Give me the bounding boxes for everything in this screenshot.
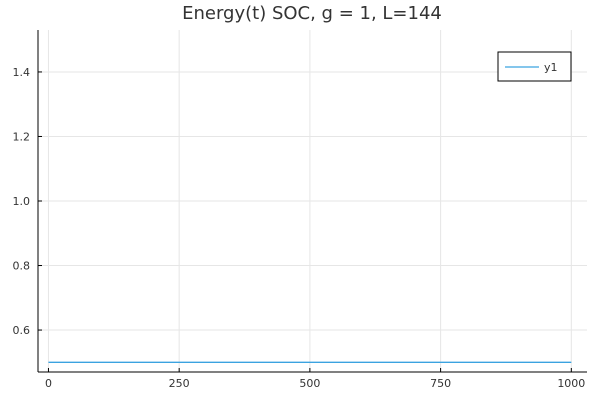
x-tick-label-4: 1000 [557, 377, 585, 390]
tick-labels: 0 250 500 750 1000 0.6 0.8 1.0 1.2 1.4 [13, 66, 586, 390]
y-tick-label-2: 1.0 [13, 195, 31, 208]
chart-title: Energy(t) SOC, g = 1, L=144 [182, 3, 442, 24]
x-tick-label-0: 0 [45, 377, 52, 390]
y-tick-label-3: 1.2 [13, 130, 31, 143]
x-tick-label-2: 500 [299, 377, 320, 390]
axes [37, 30, 587, 373]
y-tick-label-0: 0.6 [13, 324, 31, 337]
legend-label-y1: y1 [544, 61, 558, 74]
x-tick-label-1: 250 [169, 377, 190, 390]
legend: y1 [497, 51, 572, 82]
grid [38, 30, 587, 372]
x-tick-label-3: 750 [430, 377, 451, 390]
y-tick-label-4: 1.4 [13, 66, 31, 79]
y-tick-label-1: 0.8 [13, 260, 31, 273]
